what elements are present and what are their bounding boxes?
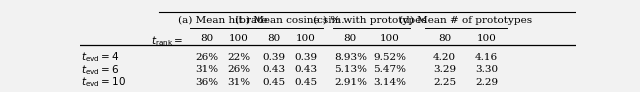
Text: 100: 100 (296, 34, 316, 43)
Text: (c) % with prototypes: (c) % with prototypes (314, 16, 427, 25)
Text: 8.93%: 8.93% (334, 53, 367, 62)
Text: (d) Mean # of prototypes: (d) Mean # of prototypes (399, 16, 532, 25)
Text: 2.29: 2.29 (475, 78, 499, 87)
Text: 4.20: 4.20 (433, 53, 456, 62)
Text: 0.45: 0.45 (262, 78, 285, 87)
Text: 5.47%: 5.47% (374, 65, 406, 74)
Text: $t_{\mathrm{evd}} = 10$: $t_{\mathrm{evd}} = 10$ (81, 76, 127, 90)
Text: 0.45: 0.45 (294, 78, 317, 87)
Text: 26%: 26% (195, 53, 218, 62)
Text: 9.52%: 9.52% (374, 53, 406, 62)
Text: 3.29: 3.29 (433, 65, 456, 74)
Text: 100: 100 (380, 34, 400, 43)
Text: $t_{\mathrm{evd}} = 6$: $t_{\mathrm{evd}} = 6$ (81, 63, 120, 77)
Text: (b) Mean cosine sim.: (b) Mean cosine sim. (235, 16, 344, 25)
Text: 31%: 31% (227, 78, 250, 87)
Text: 2.25: 2.25 (433, 78, 456, 87)
Text: 80: 80 (267, 34, 280, 43)
Text: 100: 100 (477, 34, 497, 43)
Text: 80: 80 (200, 34, 213, 43)
Text: 4.16: 4.16 (475, 53, 499, 62)
Text: 31%: 31% (195, 65, 218, 74)
Text: $t_{\mathrm{evd}} = 4$: $t_{\mathrm{evd}} = 4$ (81, 50, 120, 64)
Text: 5.13%: 5.13% (334, 65, 367, 74)
Text: 100: 100 (228, 34, 249, 43)
Text: 0.43: 0.43 (294, 65, 317, 74)
Text: $t_{\mathrm{rank}} = $: $t_{\mathrm{rank}} = $ (151, 34, 183, 47)
Text: 22%: 22% (227, 53, 250, 62)
Text: 26%: 26% (227, 65, 250, 74)
Text: 80: 80 (438, 34, 451, 43)
Text: 0.43: 0.43 (262, 65, 285, 74)
Text: 0.39: 0.39 (262, 53, 285, 62)
Text: 36%: 36% (195, 78, 218, 87)
Text: 0.39: 0.39 (294, 53, 317, 62)
Text: 80: 80 (344, 34, 357, 43)
Text: 3.30: 3.30 (475, 65, 499, 74)
Text: 2.91%: 2.91% (334, 78, 367, 87)
Text: 3.14%: 3.14% (374, 78, 406, 87)
Text: (a) Mean hit rate: (a) Mean hit rate (178, 16, 268, 25)
